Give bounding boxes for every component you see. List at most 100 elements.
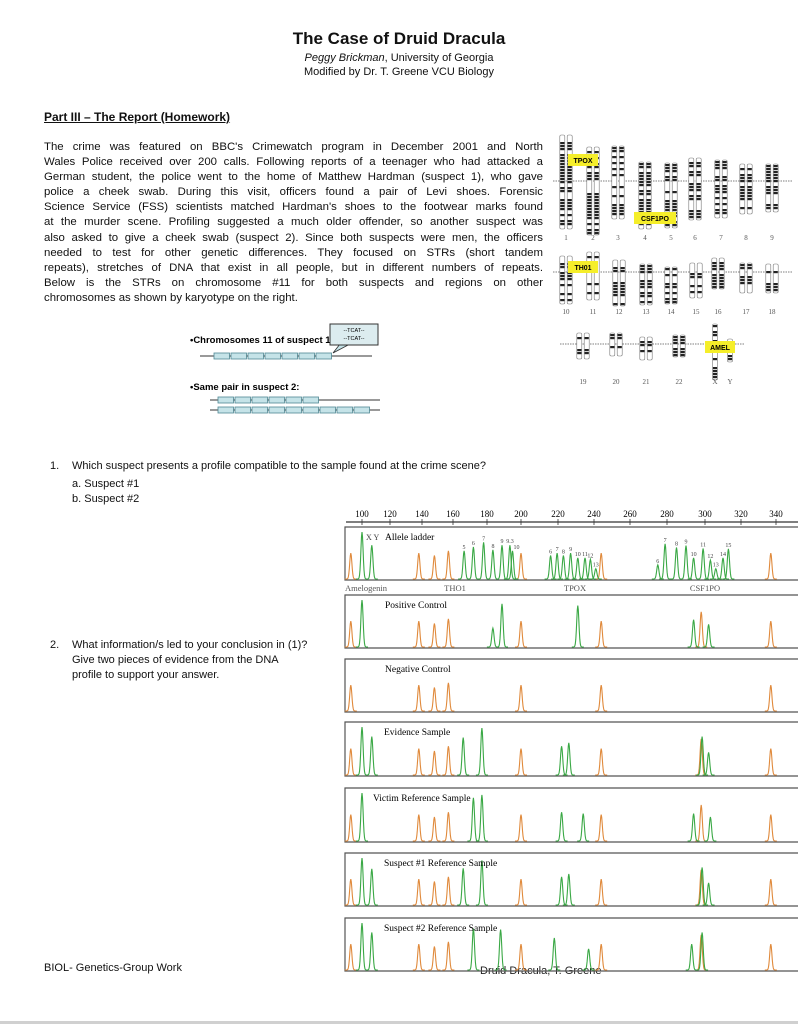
chromosome-16 [711,257,725,290]
standard-peak [764,814,777,842]
standard-peak [515,552,527,580]
ladder-peak [670,547,683,580]
chromosome-label: Y [727,378,732,386]
chromosome-label: 19 [580,378,588,386]
sample-panel-1: Positive Control [344,594,798,649]
standard-peak [428,946,441,971]
standard-peak [412,878,425,906]
allele-label: 8 [562,550,565,556]
standard-peak [595,748,608,776]
chromosome-1 [559,134,573,230]
question-1-option-a: a. Suspect #1 [72,478,140,490]
ladder-peak [477,542,490,580]
chromosome-6 [688,157,702,221]
allele-label: 9 [500,539,503,545]
str-repeat-box [268,406,285,414]
allele-label: 9 [569,547,572,553]
allele-label: 6 [656,559,659,565]
ladder-peak [717,557,729,580]
allele-peak [687,619,700,648]
standard-peak [344,878,357,906]
allele-peak [467,797,480,842]
standard-peak [428,750,441,776]
marker-label: AMEL [710,345,731,352]
str-repeat-box [281,352,298,360]
allele-peak [702,882,715,906]
chromosome-13 [639,263,653,306]
standard-peak [764,943,777,971]
locus-label: Amelogenin [345,583,388,593]
axis-tick-label: 260 [623,509,637,519]
allele-label: 13 [713,563,719,569]
standard-peak [442,876,455,906]
chromosome-label: 2 [591,234,595,242]
allele-peak [562,742,575,776]
paragraph-line: needed to test for other genetic differe… [44,246,543,259]
standard-peak [412,552,425,580]
standard-peak [695,804,708,842]
str-repeat-box [302,396,319,404]
allele-label: 11 [700,542,706,548]
chromosome-label: 11 [590,308,597,316]
str-repeat-box [230,352,247,360]
standard-peak [428,555,441,580]
allele-peak [356,599,368,648]
ladder-peak [365,545,378,580]
sample-panel-2: Negative Control [344,658,798,713]
tcat-callout [329,323,379,346]
allele-peak [571,605,584,648]
allele-peak [356,726,368,776]
allele-label: 10 [575,552,581,558]
case-paragraph: The crime was featured on BBC's Crimewat… [44,140,543,306]
ladder-peak [458,550,471,580]
panel-frame [344,594,798,649]
chromosome-label: 20 [613,378,621,386]
author-name: Peggy Brickman [304,52,385,64]
allele-label: 12 [707,554,713,560]
ladder-peak [584,557,597,580]
chromosome-label: 18 [769,308,777,316]
sample-panel-4: Victim Reference Sample [344,787,798,843]
paragraph-line: at the murder scene. Profiling suggested… [44,216,543,229]
allele-peak [582,948,595,971]
question-1-option-b: b. Suspect #2 [72,493,140,505]
standard-peak [595,814,608,842]
page-bottom-edge [0,1021,798,1024]
locus-label: THO1 [444,583,466,593]
chromosome-label: 3 [616,234,620,242]
axis-tick-label: 320 [734,509,748,519]
str-repeat-box [234,406,251,414]
chromosome-14 [664,266,678,305]
panel-label: Positive Control [385,601,447,611]
chromosome-label: 21 [643,378,651,386]
ladder-peak [551,552,564,580]
str-repeat-box [315,352,332,360]
standard-peak [344,943,357,971]
allele-peak [496,603,508,648]
str-repeat-box [319,406,336,414]
str-repeat-box [285,406,302,414]
standard-peak [442,941,455,971]
locus-label: TPOX [564,583,586,593]
author-affiliation: , University of Georgia [384,52,494,64]
str-repeat-box [213,352,230,360]
standard-peak [344,814,357,842]
str-repeat-box [217,406,234,414]
standard-peak [515,620,527,648]
standard-peak [428,881,441,906]
allele-label: 9 [685,540,688,546]
axis-tick-label: 280 [660,509,674,519]
allele-peak [475,794,488,842]
chromosome-3 [611,145,625,220]
str-repeat-box [302,406,319,414]
standard-peak [515,684,527,712]
standard-peak [428,816,441,842]
allele-label: 7 [482,536,485,542]
allele-peak [365,932,378,971]
str-repeat-box [298,352,315,360]
allele-peak [356,922,368,971]
axis-tick-label: 180 [480,509,494,519]
chromosome-2 [586,146,600,236]
allele-label: 13 [593,563,599,569]
marker-tpox [568,154,598,166]
